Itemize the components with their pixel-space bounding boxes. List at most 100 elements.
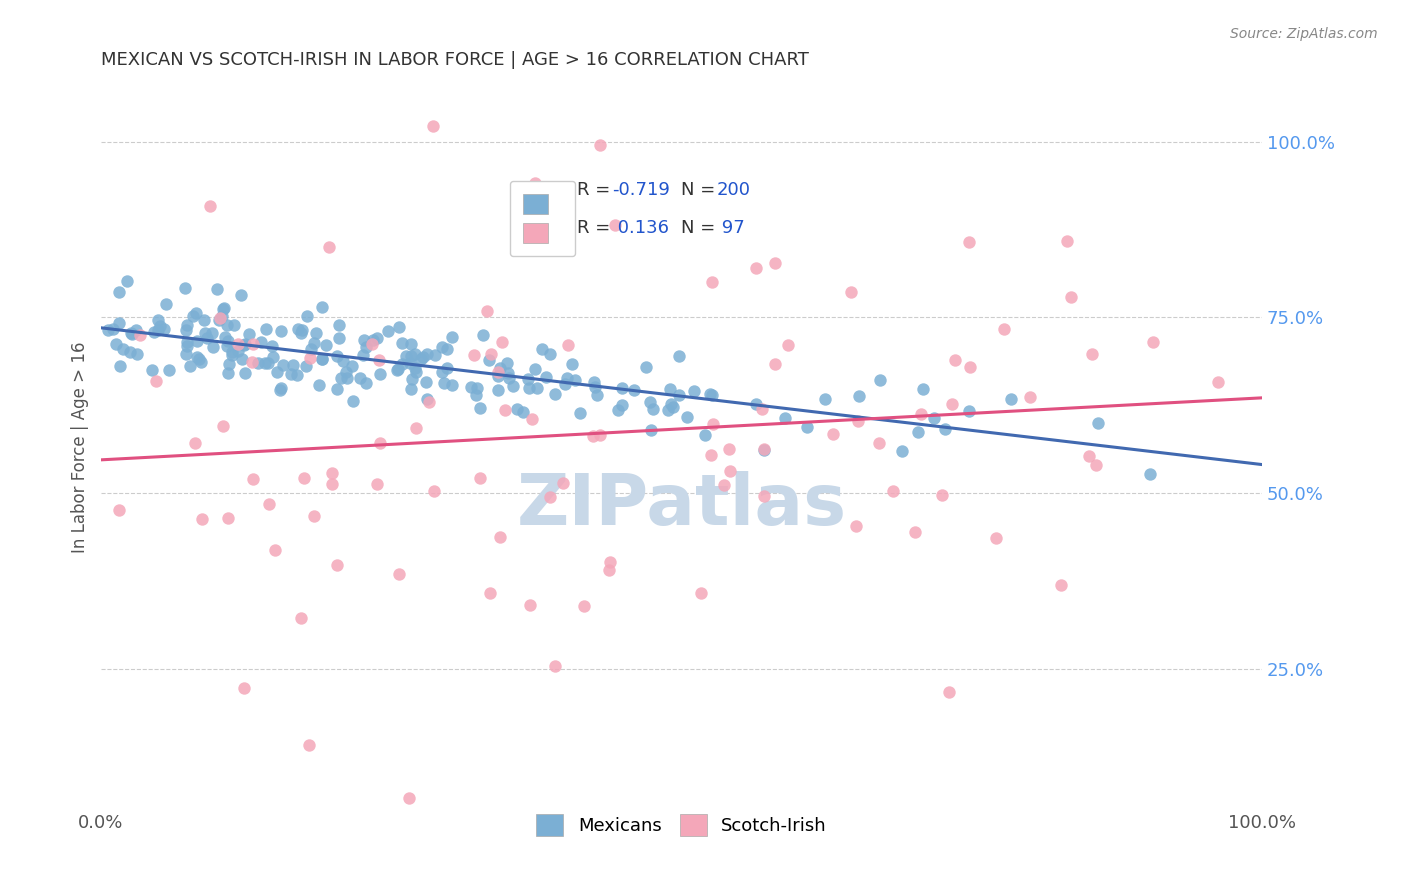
- Point: [489, 530, 512, 544]
- Point: [404, 361, 426, 376]
- Point: [668, 387, 690, 401]
- Point: [356, 376, 378, 390]
- Point: [488, 360, 510, 375]
- Point: [440, 330, 463, 344]
- Point: [486, 368, 509, 383]
- Point: [699, 386, 721, 401]
- Point: [911, 382, 934, 396]
- Text: R =: R =: [576, 181, 616, 199]
- Point: [118, 344, 141, 359]
- Point: [519, 599, 541, 613]
- Point: [366, 331, 388, 345]
- Point: [298, 351, 321, 365]
- Point: [555, 371, 578, 385]
- Point: [823, 426, 845, 441]
- Point: [718, 464, 741, 478]
- Point: [176, 334, 198, 349]
- Point: [702, 417, 724, 431]
- Point: [228, 344, 250, 359]
- Point: [959, 360, 981, 375]
- Point: [342, 359, 364, 374]
- Point: [745, 260, 768, 275]
- Point: [418, 394, 440, 409]
- Point: [292, 470, 315, 484]
- Point: [465, 381, 488, 395]
- Point: [882, 483, 904, 498]
- Point: [141, 362, 163, 376]
- Point: [416, 347, 439, 361]
- Point: [432, 340, 454, 354]
- Point: [315, 338, 337, 352]
- Point: [922, 410, 945, 425]
- Point: [387, 362, 409, 376]
- Point: [186, 306, 208, 320]
- Point: [676, 410, 699, 425]
- Point: [299, 342, 322, 356]
- Point: [1018, 390, 1040, 404]
- Point: [436, 343, 458, 357]
- Point: [1208, 375, 1230, 389]
- Point: [814, 392, 837, 406]
- Point: [264, 542, 287, 557]
- Point: [391, 335, 413, 350]
- Point: [752, 442, 775, 457]
- Point: [291, 322, 314, 336]
- Point: [463, 348, 485, 362]
- Point: [606, 403, 628, 417]
- Point: [198, 199, 221, 213]
- Point: [433, 376, 456, 391]
- Point: [423, 348, 446, 362]
- Point: [153, 322, 176, 336]
- Point: [221, 348, 243, 362]
- Point: [399, 382, 422, 396]
- Point: [257, 498, 280, 512]
- Point: [254, 322, 277, 336]
- Point: [302, 336, 325, 351]
- Text: N =: N =: [682, 219, 721, 237]
- Point: [610, 398, 633, 412]
- Point: [231, 351, 253, 366]
- Point: [233, 336, 256, 351]
- Point: [582, 428, 605, 442]
- Point: [657, 403, 679, 417]
- Point: [460, 380, 482, 394]
- Point: [101, 322, 124, 336]
- Point: [441, 377, 464, 392]
- Point: [354, 340, 377, 354]
- Point: [146, 313, 169, 327]
- Point: [931, 488, 953, 502]
- Point: [589, 427, 612, 442]
- Point: [598, 563, 620, 577]
- Point: [366, 477, 388, 491]
- Point: [367, 352, 389, 367]
- Point: [907, 425, 929, 439]
- Point: [125, 323, 148, 337]
- Point: [290, 326, 312, 341]
- Point: [295, 359, 318, 373]
- Point: [479, 585, 502, 599]
- Point: [422, 119, 444, 133]
- Point: [486, 365, 509, 379]
- Point: [479, 346, 502, 360]
- Point: [129, 328, 152, 343]
- Point: [398, 355, 420, 369]
- Point: [491, 334, 513, 349]
- Point: [242, 337, 264, 351]
- Point: [270, 381, 292, 395]
- Point: [845, 519, 868, 533]
- Point: [848, 389, 870, 403]
- Point: [174, 281, 197, 295]
- Point: [233, 367, 256, 381]
- Point: [659, 397, 682, 411]
- Point: [405, 365, 427, 379]
- Point: [869, 372, 891, 386]
- Point: [311, 352, 333, 367]
- Point: [218, 357, 240, 371]
- Point: [318, 240, 340, 254]
- Point: [112, 343, 135, 357]
- Point: [401, 372, 423, 386]
- Point: [298, 738, 321, 752]
- Point: [295, 309, 318, 323]
- Point: [195, 330, 218, 344]
- Point: [796, 420, 818, 434]
